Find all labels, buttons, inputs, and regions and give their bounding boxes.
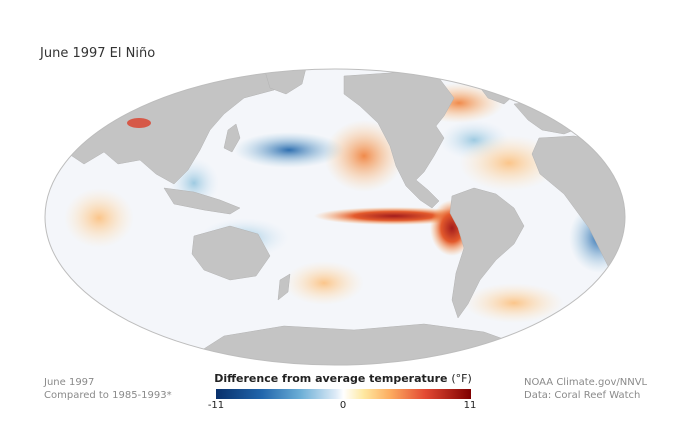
- indian-ocean-warm: [64, 188, 134, 248]
- globe-outline: [44, 68, 626, 366]
- footer-date: June 1997: [44, 377, 95, 388]
- southern-ocean-warm: [464, 283, 564, 323]
- legend-mid-label: 0: [339, 400, 347, 411]
- footer-baseline: Compared to 1985-1993*: [44, 390, 172, 401]
- south-pacific-warm: [284, 261, 364, 305]
- legend-unit: (°F): [451, 372, 472, 385]
- legend-color-bar: [215, 389, 471, 399]
- color-legend: Difference from average temperature (°F)…: [208, 372, 477, 414]
- new-zealand: [277, 273, 291, 301]
- legend-min-label: -11: [207, 400, 225, 411]
- ne-pacific-warm: [324, 120, 404, 192]
- north-pacific-cold: [234, 132, 344, 168]
- legend-title-row: Difference from average temperature (°F): [212, 372, 474, 385]
- legend-max-label: 11: [463, 400, 477, 411]
- maritime-continent: [163, 187, 241, 215]
- footer-left: June 1997 Compared to 1985-1993*: [44, 376, 172, 402]
- footer-source: Data: Coral Reef Watch: [524, 390, 641, 401]
- northeast-asia-warm-patch: [127, 118, 151, 128]
- south-america: [449, 187, 525, 319]
- japan: [223, 123, 241, 153]
- map-title: June 1997 El Niño: [40, 46, 156, 61]
- north-america: [343, 71, 455, 209]
- kamchatka: [263, 69, 307, 95]
- madagascar: [619, 257, 625, 287]
- anomaly-map: [44, 68, 626, 366]
- legend-ticks: -11 0 11: [208, 400, 477, 414]
- footer-credit: NOAA Climate.gov/NNVL: [524, 377, 648, 388]
- australia: [191, 225, 271, 281]
- legend-title: Difference from average temperature: [214, 372, 448, 385]
- footer-right: NOAA Climate.gov/NNVL Data: Coral Reef W…: [524, 376, 647, 402]
